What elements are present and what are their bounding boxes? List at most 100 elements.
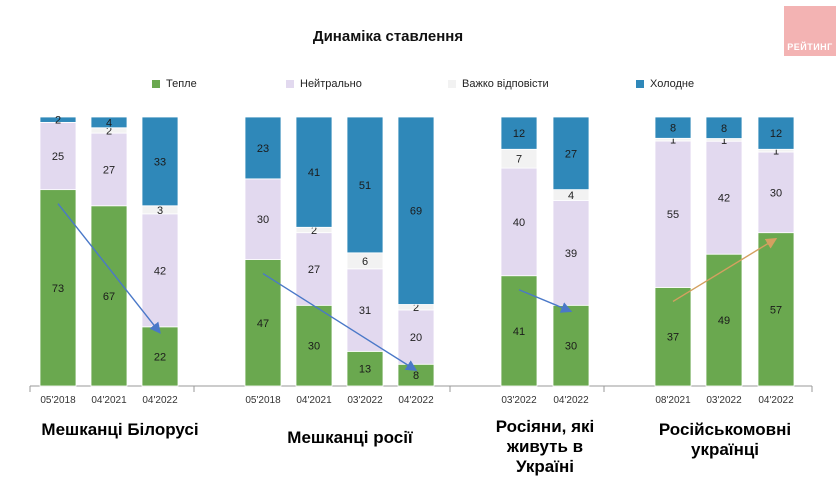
data-label: 2 [55,115,61,127]
bar-segment [244,178,282,260]
bar-segment [295,232,333,306]
x-tick-label: 05'2018 [40,395,76,406]
data-label: 2 [413,302,419,314]
data-label: 30 [770,187,782,199]
bar-segment [244,116,282,180]
data-label: 41 [513,326,525,338]
x-tick-label: 03'2022 [501,395,537,406]
bar-segment [141,213,179,328]
legend-label: Тепле [166,78,197,90]
x-tick-label: 04'2021 [91,395,127,406]
bar-segment [757,232,795,387]
trend-arrow [262,272,418,372]
data-label: 4 [106,117,112,129]
x-tick-label: 03'2022 [706,395,742,406]
bar-segment [705,140,743,255]
data-label: 42 [154,265,166,277]
bar-segment [654,140,692,288]
data-label: 30 [257,214,269,226]
bar-segment [397,116,435,305]
data-label: 13 [359,364,371,376]
data-label: 49 [718,315,730,327]
data-label: 42 [718,193,730,205]
data-label: 2 [311,225,317,237]
data-label: 6 [362,256,368,268]
data-label: 7 [516,154,522,166]
x-tick-label: 04'2022 [553,395,589,406]
bar-segment [705,253,743,387]
data-label: 8 [721,123,727,135]
data-label: 40 [513,217,525,229]
data-label: 47 [257,318,269,330]
data-label: 73 [52,283,64,295]
bar-segment [141,116,179,207]
bar-segment [397,309,435,365]
group-label-belarus: Мешканці Білорусі [41,420,199,439]
trend-arrow [518,289,573,313]
data-label: 1 [670,135,676,147]
legend-item-neutral: Нейтрально [286,78,362,90]
legend-item-warm: Тепле [152,78,197,90]
data-label: 55 [667,209,679,221]
legend-swatch [286,80,294,88]
bar-segment [346,116,384,254]
legend-label: Холодне [650,78,695,90]
bar-segment [141,326,179,387]
data-label: 12 [770,128,782,140]
bar-segment [705,116,743,139]
trend-arrow [57,203,161,334]
bar-segment [295,116,333,228]
data-label: 30 [565,341,577,353]
data-label: 22 [154,351,166,363]
bar-segment [90,132,128,207]
x-tick-label: 04'2022 [758,395,794,406]
data-label: 31 [359,305,371,317]
x-tick-label: 04'2022 [142,395,178,406]
data-label: 8 [670,123,676,135]
data-label: 25 [52,151,64,163]
chart-title: Динаміка ставлення [312,28,464,45]
group-label-russian-speaking-ukrainians: Російськомовні українці [658,420,792,459]
x-tick-label: 04'2021 [296,395,332,406]
data-label: 2 [106,125,112,137]
x-tick-label: 05'2018 [245,395,281,406]
bar-segment [90,205,128,387]
data-label: 27 [103,164,115,176]
data-label: 1 [721,135,727,147]
group-label-russians-in-ukraine: Росіяни, які живуть в Україні [495,417,595,476]
data-label: 23 [257,143,269,155]
legend-swatch [152,80,160,88]
x-tick-label: 04'2022 [398,395,434,406]
bar-segment [500,116,538,150]
bar-segment [295,304,333,387]
data-label: 20 [410,332,422,344]
data-label: 41 [308,167,320,179]
data-label: 8 [413,370,419,382]
legend-swatch [448,80,456,88]
data-label: 33 [154,156,166,168]
bar-segment [90,116,128,129]
legend-item-hard-to-say: Важко відповісти [448,78,549,90]
data-label: 4 [568,190,574,202]
x-tick-label: 08'2021 [655,395,691,406]
x-tick-label: 03'2022 [347,395,383,406]
data-label: 69 [410,206,422,218]
bar-segment [552,116,590,191]
group-label-russia: Мешканці росії [287,428,413,447]
bar-segment [39,121,77,191]
bar-segment [39,116,77,123]
bar-segment [757,116,795,150]
data-label: 30 [308,341,320,353]
data-label: 51 [359,180,371,192]
data-label: 3 [157,205,163,217]
bar-segment [500,167,538,277]
data-label: 39 [565,248,577,260]
data-label: 27 [308,264,320,276]
legend-swatch [636,80,644,88]
legend-item-cold: Холодне [636,78,694,90]
rating-logo: РЕЙТИНГ [784,6,836,56]
bar-segment [346,350,384,387]
data-label: 1 [773,146,779,158]
legend-label: Нейтрально [300,78,362,90]
